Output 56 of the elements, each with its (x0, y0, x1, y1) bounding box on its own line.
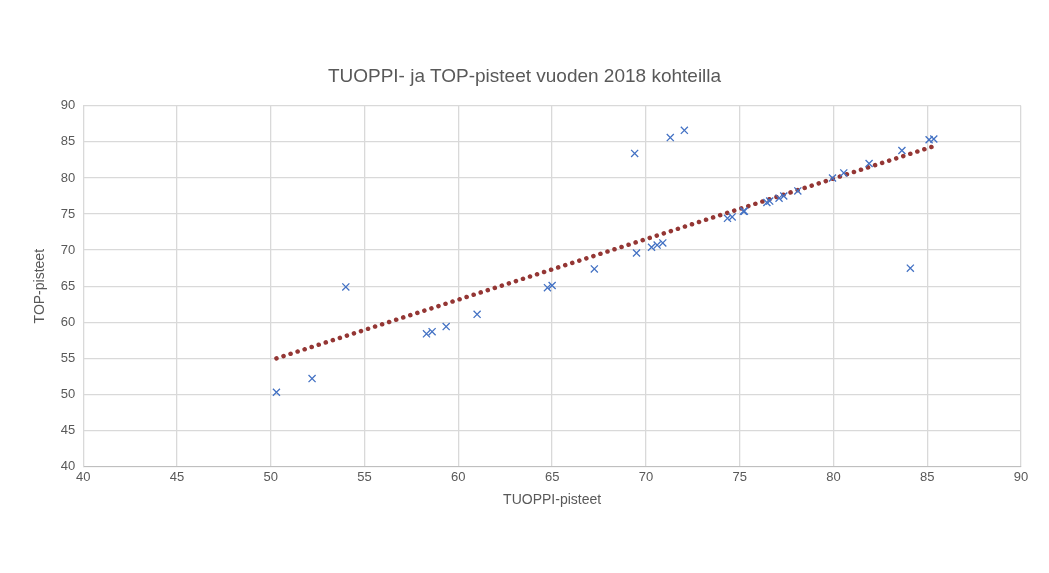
chart-title: TUOPPI- ja TOP-pisteet vuoden 2018 kohteilla (327, 64, 722, 86)
y-tick-label: 90 (60, 97, 76, 113)
x-tick-label: 80 (826, 468, 841, 484)
y-tick-label: 50 (60, 386, 76, 402)
point (864, 159, 874, 168)
y-axis-title: TOP-pisteet (31, 248, 48, 324)
point (774, 193, 784, 203)
point (272, 388, 281, 397)
x-tick-label: 90 (1013, 468, 1029, 484)
x-tick-label: 60 (451, 468, 466, 484)
point (632, 248, 641, 258)
point (723, 214, 732, 223)
x-tick-label: 45 (169, 468, 185, 484)
point (929, 134, 938, 144)
y-tick-label: 80 (60, 169, 76, 185)
point (897, 146, 907, 155)
point (727, 212, 737, 222)
y-tick-label: 75 (60, 205, 76, 221)
y-tick-label: 45 (60, 422, 76, 438)
point (543, 283, 552, 292)
x-tick-label: 50 (263, 468, 279, 484)
point (647, 243, 656, 252)
point (793, 186, 802, 196)
point (441, 322, 451, 331)
point (906, 263, 915, 273)
x-tick-label: 65 (544, 468, 560, 484)
x-tick-label: 40 (76, 468, 91, 484)
point (472, 310, 482, 319)
point (765, 196, 774, 206)
x-tick-label: 85 (919, 468, 935, 484)
y-tick-label: 70 (60, 241, 76, 257)
point (779, 191, 788, 201)
x-tick-label: 70 (638, 468, 654, 484)
point (341, 282, 351, 292)
point (590, 264, 599, 274)
point (839, 168, 848, 178)
point (680, 126, 689, 135)
point (666, 133, 675, 142)
point (762, 198, 772, 207)
y-tick-label: 55 (60, 349, 76, 365)
x-axis-title: TUOPPI-pisteet (503, 491, 602, 508)
y-tick-label: 60 (60, 313, 76, 329)
x-tick-label: 75 (732, 468, 747, 484)
y-tick-label: 85 (60, 133, 76, 149)
y-tick-label: 65 (60, 277, 76, 293)
point (652, 240, 662, 250)
point (630, 149, 639, 158)
point (422, 329, 431, 339)
point (307, 374, 317, 383)
x-tick-label: 55 (357, 468, 372, 484)
point (828, 173, 837, 183)
point (547, 281, 557, 290)
point (924, 135, 934, 144)
y-tick-label: 40 (60, 458, 76, 474)
point (427, 327, 437, 336)
point (658, 238, 667, 248)
